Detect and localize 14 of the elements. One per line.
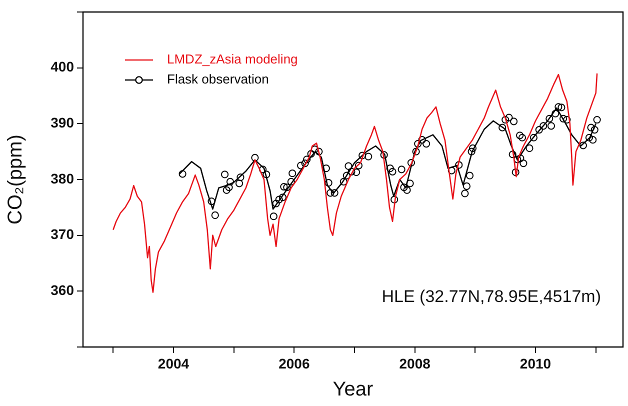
x-tick-label: 2010 bbox=[520, 355, 552, 372]
annotation: HLE (32.77N,78.95E,4517m) bbox=[382, 287, 601, 306]
y-tick-label: 370 bbox=[50, 226, 74, 242]
y-tick-label: 380 bbox=[50, 170, 74, 186]
legend-label: Flask observation bbox=[167, 72, 269, 87]
x-axis-title: Year bbox=[332, 378, 374, 401]
x-tick-label: 2004 bbox=[158, 355, 190, 372]
y-tick-label: 400 bbox=[50, 58, 74, 75]
y-tick-label: 390 bbox=[50, 114, 74, 131]
y-axis-title: CO₂(ppm) bbox=[4, 134, 27, 224]
legend-label: LMDZ_zAsia modeling bbox=[167, 52, 298, 67]
x-tick-label: 2006 bbox=[278, 355, 310, 372]
y-tick-label: 360 bbox=[50, 282, 74, 298]
x-tick-label: 2008 bbox=[399, 355, 431, 372]
